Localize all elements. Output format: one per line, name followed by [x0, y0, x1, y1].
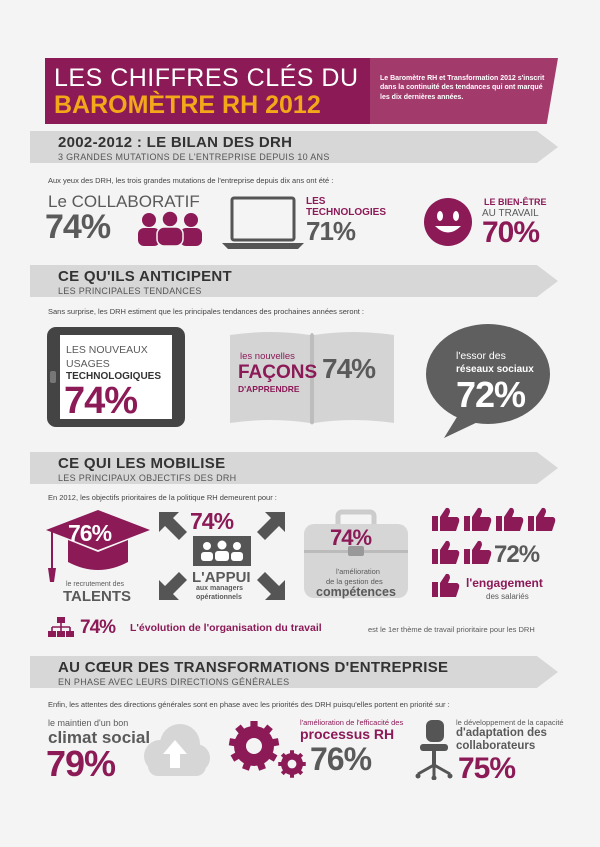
- comp-label3: compétences: [316, 585, 396, 599]
- orga-rest: est le 1er thème de travail prioritaire …: [368, 625, 535, 634]
- thumbs-up-grid-icon: [432, 507, 562, 607]
- adapt-value: 75%: [458, 752, 516, 785]
- collab-label: Le COLLABORATIF: [48, 192, 200, 211]
- appui-value: 74%: [190, 508, 234, 534]
- section-banner-bilan: [30, 131, 558, 163]
- graduation-cap-icon: [44, 508, 152, 588]
- section-intro-anticipent: Sans surprise, les DRH estiment que les …: [48, 307, 365, 316]
- reseaux-value: 72%: [456, 374, 526, 415]
- section-intro-bilan: Aux yeux des DRH, les trois grandes muta…: [48, 176, 334, 185]
- section-banner-anticipent: [30, 265, 558, 297]
- tablet-screen: [60, 335, 172, 419]
- cloud-upload-icon: [138, 722, 212, 778]
- section-title-coeur: AU CŒUR DES TRANSFORMATIONS D'ENTREPRISE: [58, 659, 449, 676]
- header-intro-banner: [370, 58, 558, 124]
- laptop-icon: [222, 195, 304, 251]
- reseaux-line1: l'essor des: [456, 350, 506, 362]
- converging-arrows-icon: [157, 510, 287, 602]
- adapt-label3: collaborateurs: [456, 740, 536, 752]
- facons-line2: FAÇONS: [238, 362, 318, 383]
- facons-line3: D'APPRENDRE: [238, 384, 300, 394]
- section-title-bilan: 2002-2012 : LE BILAN DES DRH: [58, 134, 293, 151]
- comp-value: 74%: [330, 525, 372, 550]
- section-title-anticipent: CE QU'ILS ANTICIPENT: [58, 268, 233, 285]
- tablet-button: [50, 371, 56, 383]
- section-subtitle-bilan: 3 GRANDES MUTATIONS DE L'ENTREPRISE DEPU…: [58, 152, 330, 162]
- reseaux-line2: réseaux sociaux: [456, 364, 534, 375]
- gears-icon: [228, 718, 312, 780]
- facons-line1: les nouvelles: [240, 351, 295, 362]
- section-banner-mobilise: [30, 452, 558, 484]
- org-chart-icon: [48, 617, 74, 639]
- briefcase-icon: [300, 508, 412, 600]
- climat-label1: le maintien d'un bon: [48, 718, 129, 728]
- group-people-icon: [135, 210, 205, 246]
- header-banner: [45, 58, 370, 124]
- facons-value: 74%: [322, 353, 376, 384]
- header-intro: Le Baromètre RH et Transformation 2012 s…: [380, 75, 545, 101]
- adapt-label1: le développement de la capacité: [456, 718, 564, 727]
- smiley-icon: [423, 197, 473, 247]
- bienetre-label-2: AU TRAVAIL: [482, 208, 539, 219]
- comp-label1: l'amélioration: [336, 567, 380, 576]
- usages-line1: LES NOUVEAUX: [66, 344, 148, 356]
- speech-bubble-icon: [424, 322, 552, 440]
- section-subtitle-coeur: EN PHASE AVEC LEURS DIRECTIONS GÉNÉRALES: [58, 677, 290, 687]
- office-chair-icon: [414, 718, 454, 780]
- appui-label: L'APPUI: [192, 569, 251, 586]
- orga-label: L'évolution de l'organisation du travail: [130, 622, 322, 634]
- usages-line2: USAGES: [66, 358, 110, 370]
- collab-value: 74%: [45, 208, 111, 246]
- usages-line3: TECHNOLOGIQUES: [66, 371, 162, 382]
- section-title-mobilise: CE QUI LES MOBILISE: [58, 455, 226, 472]
- process-value: 76%: [310, 741, 372, 777]
- section-subtitle-anticipent: LES PRINCIPALES TENDANCES: [58, 286, 202, 296]
- comp-label2: de la gestion des: [326, 577, 383, 586]
- talents-label2: TALENTS: [63, 588, 132, 605]
- book-icon: [226, 327, 398, 427]
- section-subtitle-mobilise: LES PRINCIPAUX OBJECTIFS DES DRH: [58, 473, 237, 483]
- tech-value: 71%: [306, 216, 356, 246]
- climat-value: 79%: [46, 743, 116, 784]
- section-banner-coeur: [30, 656, 558, 688]
- bienetre-label-1: LE BIEN-ÊTRE: [484, 197, 547, 207]
- page-title-line1: LES CHIFFRES CLÉS DU: [54, 64, 359, 92]
- adapt-label2: d'adaptation des: [456, 727, 547, 739]
- process-label2: processus RH: [300, 726, 395, 742]
- orga-value: 74%: [80, 617, 116, 638]
- tech-label: LES TECHNOLOGIES: [306, 196, 387, 218]
- talents-value: 76%: [68, 520, 112, 546]
- appui-sub1: aux managers: [196, 585, 244, 592]
- climat-label2: climat social: [48, 728, 151, 747]
- process-label1: l'amélioration de l'efficacité des: [300, 718, 404, 727]
- engagement-label: l'engagement: [466, 576, 543, 590]
- usages-value: 74%: [64, 380, 138, 422]
- section-intro-mobilise: En 2012, les objectifs prioritaires de l…: [48, 493, 277, 502]
- appui-sub2: opérationnels: [196, 594, 242, 601]
- section-intro-coeur: Enfin, les attentes des directions génér…: [48, 700, 450, 709]
- engagement-value: 72%: [494, 541, 540, 568]
- talents-label1: le recrutement des: [66, 581, 124, 588]
- bienetre-value: 70%: [482, 216, 540, 249]
- tablet-icon: [47, 327, 185, 427]
- engagement-sub: des salariés: [486, 592, 529, 601]
- page-title-line2: BAROMÈTRE RH 2012: [54, 91, 321, 119]
